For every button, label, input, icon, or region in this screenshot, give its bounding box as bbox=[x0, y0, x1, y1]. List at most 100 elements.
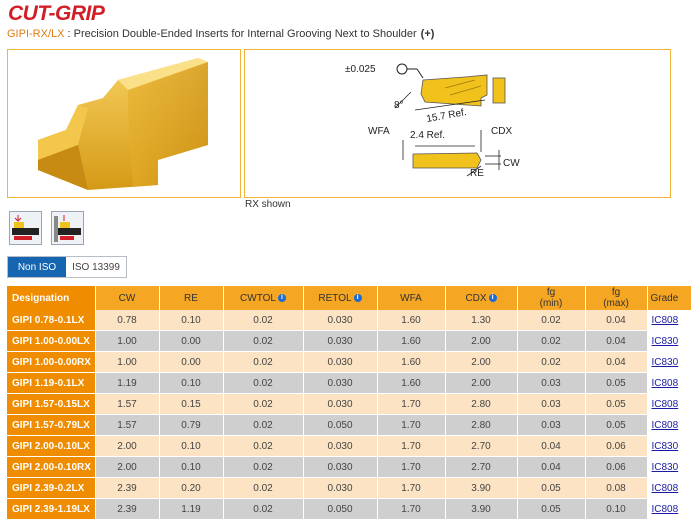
tolerance-label: ±0.025 bbox=[345, 64, 376, 75]
cdx-cell: 2.70 bbox=[445, 435, 518, 457]
fgmax-cell: 0.10 bbox=[585, 498, 648, 520]
fgmax-cell: 0.08 bbox=[585, 477, 648, 499]
designation-cell: GIPI 1.19-0.1LX bbox=[7, 372, 96, 394]
non-iso-button[interactable]: Non ISO bbox=[8, 257, 66, 277]
col-fg-min: fg (min) bbox=[517, 286, 586, 310]
fgmax-cell: 0.06 bbox=[585, 456, 648, 478]
re-label: RE bbox=[470, 168, 484, 179]
retol-cell: 0.030 bbox=[303, 393, 378, 415]
retol-cell: 0.030 bbox=[303, 372, 378, 394]
fgmin-cell: 0.02 bbox=[517, 330, 586, 352]
wfa-cell: 1.60 bbox=[377, 330, 446, 352]
designation-cell: GIPI 2.00-0.10RX bbox=[7, 456, 96, 478]
retol-cell: 0.030 bbox=[303, 456, 378, 478]
cwtol-cell: 0.02 bbox=[223, 435, 304, 457]
retol-cell: 0.030 bbox=[303, 330, 378, 352]
re-cell: 0.00 bbox=[159, 330, 224, 352]
col-fg-min-sub: (min) bbox=[539, 298, 563, 309]
grade-cell: IC808 bbox=[647, 372, 692, 394]
fgmin-cell: 0.03 bbox=[517, 393, 586, 415]
re-cell: 0.20 bbox=[159, 477, 224, 499]
cw-cell: 1.57 bbox=[95, 414, 160, 436]
grade-link[interactable]: IC830 bbox=[651, 461, 679, 473]
fgmin-cell: 0.04 bbox=[517, 435, 586, 457]
grade-cell: IC808 bbox=[647, 393, 692, 415]
fgmin-cell: 0.04 bbox=[517, 456, 586, 478]
cwtol-cell: 0.02 bbox=[223, 477, 304, 499]
grade-link[interactable]: IC830 bbox=[651, 335, 679, 347]
table-row: GIPI 2.39-0.2LX 2.39 0.20 0.02 0.030 1.70 3.90… bbox=[7, 477, 692, 499]
grade-link[interactable]: IC808 bbox=[651, 377, 679, 389]
designation-cell: GIPI 2.39-0.2LX bbox=[7, 477, 96, 499]
col-cdx: CDX i bbox=[445, 286, 518, 310]
angle-label: 8° bbox=[394, 100, 404, 111]
cdx-cell: 2.70 bbox=[445, 456, 518, 478]
wfa-cell: 1.70 bbox=[377, 498, 446, 520]
retol-cell: 0.030 bbox=[303, 351, 378, 373]
cdx-cell: 3.90 bbox=[445, 477, 518, 499]
cwtol-cell: 0.02 bbox=[223, 372, 304, 394]
cwtol-cell: 0.02 bbox=[223, 330, 304, 352]
grade-link[interactable]: IC808 bbox=[651, 314, 679, 326]
col-fg-max: fg (max) bbox=[585, 286, 648, 310]
length-label: 15.7 Ref. bbox=[426, 107, 468, 125]
table-row: GIPI 1.19-0.1LX 1.19 0.10 0.02 0.030 1.60 2.00… bbox=[7, 372, 692, 394]
cdx-cell: 2.00 bbox=[445, 330, 518, 352]
grade-link[interactable]: IC808 bbox=[651, 482, 679, 494]
re-cell: 0.10 bbox=[159, 435, 224, 457]
cwtol-cell: 0.02 bbox=[223, 393, 304, 415]
standard-toggle[interactable]: Non ISO ISO 13399 bbox=[7, 256, 127, 278]
fgmin-cell: 0.05 bbox=[517, 498, 586, 520]
cw-cell: 1.00 bbox=[95, 330, 160, 352]
info-icon[interactable]: i bbox=[277, 293, 286, 302]
cwtol-cell: 0.02 bbox=[223, 351, 304, 373]
cwtol-cell: 0.02 bbox=[223, 310, 304, 331]
retol-cell: 0.030 bbox=[303, 477, 378, 499]
wfa-label: WFA bbox=[368, 126, 390, 137]
dimension-diagram: ±0.025 8° 15.7 Ref. WFA 2.4 Ref. CDX CW … bbox=[345, 63, 520, 179]
insert-3d-image bbox=[38, 58, 208, 190]
grade-cell: IC830 bbox=[647, 456, 692, 478]
cdx-cell: 1.30 bbox=[445, 310, 518, 331]
cw-cell: 2.00 bbox=[95, 435, 160, 457]
wfa-cell: 1.70 bbox=[377, 435, 446, 457]
cw-cell: 0.78 bbox=[95, 310, 160, 331]
application-icon-1[interactable] bbox=[9, 211, 42, 245]
col-re: RE bbox=[159, 286, 224, 310]
cw-cell: 1.00 bbox=[95, 351, 160, 373]
info-icon[interactable]: i bbox=[353, 293, 362, 302]
subtitle-separator: : bbox=[64, 28, 74, 40]
table-row: GIPI 1.57-0.15LX 1.57 0.15 0.02 0.030 1.70 2.8… bbox=[7, 393, 692, 415]
wfa-cell: 1.70 bbox=[377, 477, 446, 499]
designation-cell: GIPI 2.00-0.10LX bbox=[7, 435, 96, 457]
designation-cell: GIPI 2.39-1.19LX bbox=[7, 498, 96, 520]
col-wfa: WFA bbox=[377, 286, 446, 310]
fgmin-cell: 0.02 bbox=[517, 310, 586, 331]
cwtol-cell: 0.02 bbox=[223, 414, 304, 436]
re-cell: 0.00 bbox=[159, 351, 224, 373]
grade-link[interactable]: IC830 bbox=[651, 356, 679, 368]
iso-13399-button[interactable]: ISO 13399 bbox=[66, 257, 126, 277]
fgmin-cell: 0.05 bbox=[517, 477, 586, 499]
expand-plus-icon[interactable]: (+) bbox=[420, 28, 435, 40]
retol-cell: 0.050 bbox=[303, 498, 378, 520]
wfa-cell: 1.70 bbox=[377, 393, 446, 415]
application-icon-2[interactable] bbox=[51, 211, 84, 245]
cwtol-cell: 0.02 bbox=[223, 498, 304, 520]
grade-link[interactable]: IC808 bbox=[651, 398, 679, 410]
grade-link[interactable]: IC808 bbox=[651, 419, 679, 431]
product-description: Precision Double-Ended Inserts for Inter… bbox=[73, 28, 417, 40]
fgmax-cell: 0.05 bbox=[585, 372, 648, 394]
grade-link[interactable]: IC830 bbox=[651, 440, 679, 452]
cw-cell: 1.19 bbox=[95, 372, 160, 394]
table-row: GIPI 1.00-0.00LX 1.00 0.00 0.02 0.030 1.60 2.0… bbox=[7, 330, 692, 352]
cdx-cell: 2.80 bbox=[445, 393, 518, 415]
cw-cell: 2.00 bbox=[95, 456, 160, 478]
info-icon[interactable]: i bbox=[488, 293, 497, 302]
grade-link[interactable]: IC808 bbox=[651, 503, 679, 515]
col-fg-max-sub: (max) bbox=[603, 298, 629, 309]
cw-cell: 2.39 bbox=[95, 498, 160, 520]
col-cw: CW bbox=[95, 286, 160, 310]
cw-label: CW bbox=[503, 158, 520, 169]
col-retol: RETOL i bbox=[303, 286, 378, 310]
